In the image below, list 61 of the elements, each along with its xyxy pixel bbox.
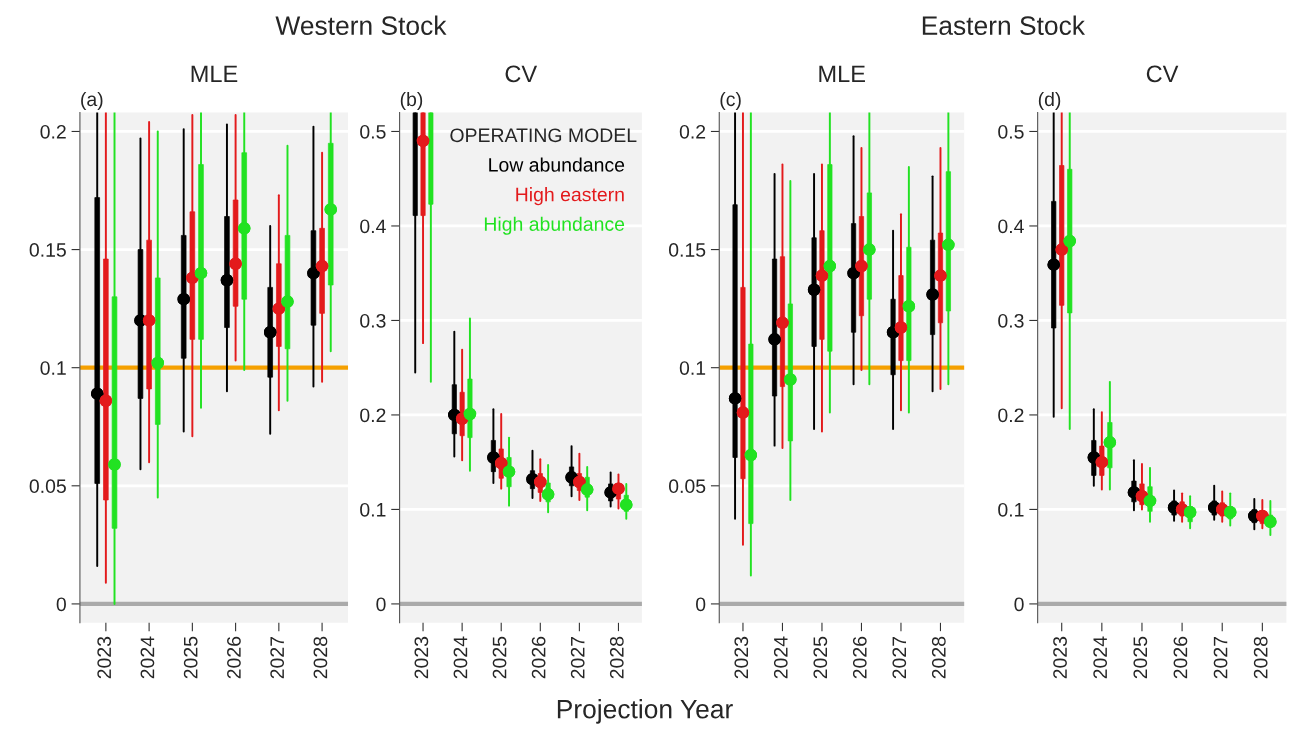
legend-title: OPERATING MODEL (450, 128, 637, 143)
x-tick-label: 2026 (852, 636, 867, 679)
y-tick-label: 0.4 (998, 219, 1024, 234)
y-tick-label: 0.15 (668, 243, 706, 257)
x-tick-label: 2027 (892, 636, 907, 679)
y-tick-label: 0.1 (40, 361, 66, 375)
x-tick-label: 2024 (140, 636, 155, 679)
text: High abundance (484, 216, 625, 235)
text: (a) (81, 91, 103, 111)
text: (b) (400, 91, 423, 111)
x-tick-label: 2027 (570, 636, 585, 679)
y-tick-label: 0.3 (998, 313, 1024, 328)
x-tick-label: 2024 (773, 636, 788, 679)
x-tick-label: 2028 (931, 636, 946, 679)
y-tick-label: 0.5 (998, 124, 1024, 139)
x-tick-label: 2025 (183, 636, 198, 679)
y-tick-label: 0.1 (360, 502, 386, 517)
chart-subtitle: Eastern Stock (922, 15, 1086, 35)
x-tick-label: 2026 (1173, 636, 1188, 679)
y-tick-label: 0.2 (998, 408, 1024, 423)
x-tick-label: 2023 (734, 636, 749, 679)
x-tick-label: 2026 (531, 636, 546, 679)
y-tick-label: 0.4 (360, 219, 386, 234)
x-tick-label: 2025 (813, 636, 828, 679)
chart-title: MLE (191, 65, 238, 83)
x-tick-label: 2023 (1053, 636, 1067, 679)
y-tick-label: 0 (696, 597, 706, 612)
y-tick-label: 0.3 (360, 313, 386, 328)
y-tick-label: 0.1 (679, 361, 706, 375)
text: (c) (720, 91, 741, 111)
text: High eastern (516, 187, 624, 206)
chart-title: CV (505, 65, 538, 83)
y-tick-label: 0.05 (668, 479, 706, 494)
x-tick-label: 2027 (1213, 636, 1228, 679)
y-tick-label: 0 (376, 597, 386, 612)
chart-subtitle: Western Stock (275, 15, 447, 35)
y-tick-label: 0.2 (360, 408, 386, 423)
x-tick-label: 2023 (414, 636, 429, 679)
x-tick-label: 2027 (270, 636, 285, 679)
x-tick-label: 2028 (609, 636, 624, 679)
x-tick-label: 2026 (227, 636, 241, 679)
text: Low abundance (489, 157, 625, 172)
x-tick-label: 2028 (1253, 636, 1268, 679)
chart-title: MLE (819, 65, 865, 83)
text: (d) (1038, 91, 1061, 111)
x-tick-label: 2024 (453, 636, 468, 679)
y-tick-label: 0.05 (29, 479, 66, 494)
x-axis-title: Projection Year (557, 699, 733, 724)
x-tick-label: 2028 (313, 636, 328, 679)
y-tick-label: 0.15 (29, 243, 66, 257)
x-tick-label: 2023 (97, 636, 112, 679)
y-tick-label: 0 (56, 597, 66, 612)
x-tick-label: 2025 (492, 636, 507, 679)
y-tick-label: 0.2 (40, 124, 66, 139)
y-tick-label: 0.1 (998, 502, 1024, 517)
y-tick-label: 0.2 (679, 124, 706, 139)
x-tick-label: 2024 (1093, 636, 1108, 679)
x-tick-label: 2025 (1133, 636, 1148, 679)
y-tick-label: 0 (1014, 597, 1024, 612)
y-tick-label: 0.5 (360, 124, 386, 139)
chart-title: CV (1146, 65, 1179, 83)
